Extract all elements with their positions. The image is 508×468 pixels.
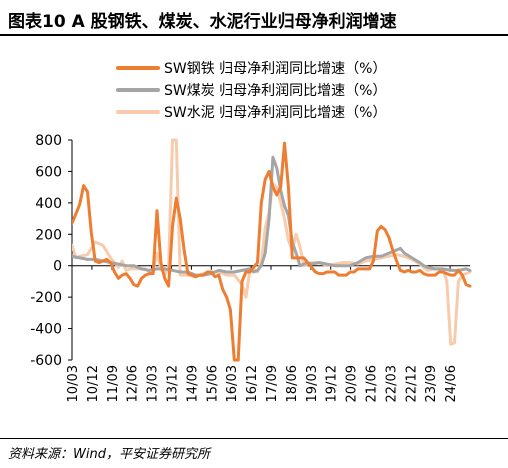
x-tick-label: 17/09 [265,365,280,402]
figure-footer: 资料来源：Wind，平安证券研究所 [0,437,508,468]
x-tick-label: 13/03 [146,365,161,402]
x-tick-label: 24/06 [444,365,459,402]
legend: SW钢铁 归母净利润同比增速（%） SW煤炭 归母净利润同比增速（%） SW水泥 归… [116,60,386,121]
y-tick-label: -400 [30,322,62,338]
header-rule [0,34,508,36]
y-tick-label: -600 [30,353,62,369]
x-tick-label: 20/09 [345,365,360,402]
x-tick-label: 18/06 [285,365,300,402]
x-tick-label: 16/03 [225,365,240,402]
y-tick-label: -200 [30,290,62,306]
y-tick-label: 0 [53,259,62,275]
x-tick-label: 16/12 [245,365,260,402]
legend-label-1: SW煤炭 归母净利润同比增速（%） [164,82,386,99]
x-tick-label: 19/12 [325,365,340,402]
x-tick-label: 10/03 [66,365,81,402]
axis-layer: -600 -400 -200 0 200 400 600 800 10/03 10/12 11/09… [30,133,470,402]
x-tick-label: 15/06 [205,365,220,402]
x-tick-label: 21/06 [365,365,380,402]
series-layer [72,138,472,362]
legend-label-0: SW钢铁 归母净利润同比增速（%） [164,60,386,77]
x-tick-label: 22/03 [384,365,399,402]
y-tick-label: 600 [35,164,62,180]
legend-label-2: SW水泥 归母净利润同比增速（%） [164,104,386,121]
figure-title: 图表10 A 股钢铁、煤炭、水泥行业归母净利润增速 [8,12,397,32]
x-tick-label: 23/09 [424,365,439,402]
x-tick-label: 19/03 [305,365,320,402]
y-tick-label: 400 [35,196,62,212]
x-tick-label: 10/12 [86,365,101,402]
figure-header: 图表10 A 股钢铁、煤炭、水泥行业归母净利润增速 [0,0,508,36]
series-line-0 [72,141,472,362]
x-tick-label: 12/06 [126,365,141,402]
x-tick-label: 11/09 [106,365,121,402]
line-chart: -600 -400 -200 0 200 400 600 800 10/03 10/12 11/09… [30,60,472,402]
footer-rule [0,438,508,439]
y-tick-label: 200 [35,227,62,243]
source-note: 资料来源：Wind，平安证券研究所 [8,447,210,462]
y-tick-label: 800 [35,133,62,149]
x-tick-label: 14/09 [185,365,200,402]
x-tick-label: 22/12 [404,365,419,402]
x-tick-label: 13/12 [166,365,181,402]
